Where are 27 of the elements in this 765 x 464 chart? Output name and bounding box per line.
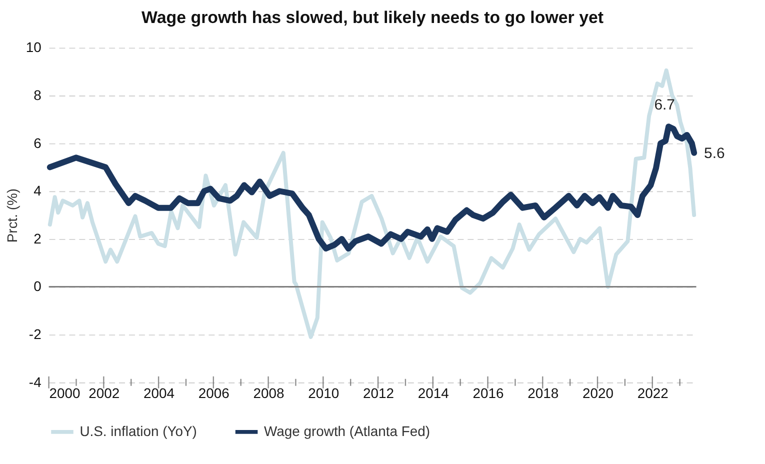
x-tick-label: 2004 [144, 384, 175, 401]
y-tick-label: 2 [34, 230, 42, 246]
y-axis-title: Prct. (%) [4, 188, 20, 243]
x-tick-label: 2018 [528, 384, 559, 401]
y-tick-label: 8 [34, 86, 42, 103]
x-tick-label: 2000 [49, 384, 81, 401]
y-tick-label: 0 [34, 278, 42, 294]
y-tick-label: -2 [28, 326, 42, 342]
line-series [48, 68, 696, 339]
y-tick-label: -4 [28, 374, 42, 390]
x-tick-label: 2010 [308, 384, 340, 401]
y-tick-label: 6 [34, 134, 42, 151]
x-tick-label: 2008 [253, 384, 285, 401]
x-tick-label: 2016 [472, 384, 504, 401]
annotation: 5.6 [704, 144, 725, 162]
y-tick-label: 4 [34, 182, 42, 199]
legend-label: U.S. inflation (YoY) [80, 422, 197, 439]
x-tick-label: 2020 [582, 384, 614, 401]
x-tick-label: 2002 [88, 384, 120, 401]
legend-label: Wage growth (Atlanta Fed) [264, 422, 430, 439]
x-tick-label: 2022 [637, 384, 669, 401]
x-tick-label: 2014 [418, 384, 450, 401]
chart-title: Wage growth has slowed, but likely needs to go lower yet [142, 8, 604, 27]
y-tick-label: 10 [26, 39, 42, 56]
x-tick-label: 2006 [198, 384, 230, 401]
x-tick-label: 2012 [363, 384, 394, 401]
annotation: 6.7 [654, 96, 675, 114]
